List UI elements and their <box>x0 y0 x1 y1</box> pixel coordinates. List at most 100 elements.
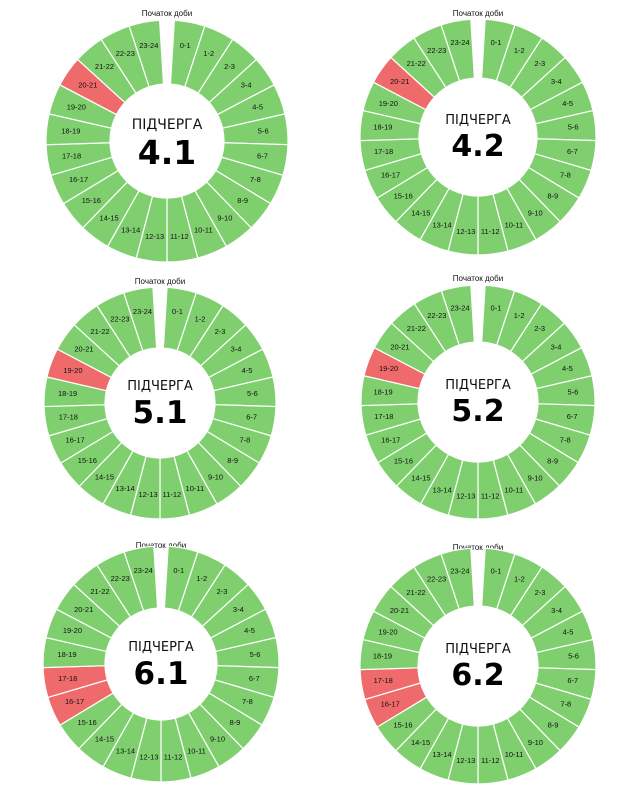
hour-label: 13-14 <box>432 750 451 759</box>
hour-label: 21-22 <box>90 327 109 336</box>
queue-title: ПІДЧЕРГА <box>128 640 194 655</box>
hour-label: 23-24 <box>134 566 153 575</box>
hour-label: 13-14 <box>121 226 140 235</box>
hour-label: 4-5 <box>244 626 255 635</box>
hour-label: 14-15 <box>411 209 430 218</box>
hour-label: 15-16 <box>394 456 413 465</box>
hour-label: 7-8 <box>560 435 571 444</box>
hour-label: 16-17 <box>69 175 88 184</box>
hour-label: 15-16 <box>393 721 412 730</box>
hour-label: 3-4 <box>241 81 252 90</box>
hour-label: 10-11 <box>504 485 523 494</box>
hour-label: 13-14 <box>433 485 452 494</box>
hour-label: 17-18 <box>62 151 81 160</box>
hour-label: 6-7 <box>567 676 578 685</box>
hour-label: 20-21 <box>78 81 97 90</box>
hour-label: 7-8 <box>242 697 253 706</box>
hour-label: 9-10 <box>528 738 543 747</box>
hour-label: 12-13 <box>139 753 158 762</box>
hour-label: 16-17 <box>381 700 400 709</box>
hour-label: 9-10 <box>528 473 543 482</box>
hour-label: 3-4 <box>551 606 562 615</box>
hour-label: 9-10 <box>210 735 225 744</box>
hour-label: 15-16 <box>82 196 101 205</box>
hour-label: 1-2 <box>196 574 207 583</box>
hour-label: 6-7 <box>249 674 260 683</box>
hour-label: 17-18 <box>59 413 78 422</box>
hour-label: 4-5 <box>562 99 573 108</box>
hour-label: 12-13 <box>456 492 475 501</box>
hour-label: 13-14 <box>433 221 452 230</box>
queue-number: 6.2 <box>451 658 505 693</box>
hour-label: 0-1 <box>172 307 183 316</box>
start-of-day-label: Початок доби <box>134 277 186 286</box>
hour-label: 11-12 <box>481 227 500 236</box>
hour-label: 3-4 <box>231 345 242 354</box>
hour-label: 8-9 <box>547 456 558 465</box>
hour-label: 3-4 <box>551 342 562 351</box>
hour-label: 12-13 <box>145 232 164 241</box>
queue-title: ПІДЧЕРГА <box>131 117 203 133</box>
queue-number: 5.2 <box>451 394 505 429</box>
hour-label: 1-2 <box>514 311 525 320</box>
start-of-day-label: Початок доби <box>141 9 193 18</box>
hour-label: 19-20 <box>63 626 82 635</box>
hour-label: 5-6 <box>258 127 269 136</box>
hour-label: 19-20 <box>63 366 82 375</box>
hour-label: 21-22 <box>407 324 426 333</box>
hour-label: 10-11 <box>187 747 206 756</box>
hour-label: 14-15 <box>95 472 114 481</box>
hour-label: 14-15 <box>411 738 430 747</box>
hour-label: 18-19 <box>373 123 392 132</box>
hour-label: 8-9 <box>548 721 559 730</box>
hour-label: 15-16 <box>78 456 97 465</box>
hour-label: 10-11 <box>186 484 205 493</box>
hour-label: 14-15 <box>95 735 114 744</box>
hour-label: 22-23 <box>427 574 446 583</box>
hour-label: 19-20 <box>378 628 397 637</box>
queue-number: 4.2 <box>451 129 505 164</box>
hour-label: 11-12 <box>170 232 189 241</box>
queue-title: ПІДЧЕРГА <box>445 642 511 657</box>
hour-label: 19-20 <box>67 102 86 111</box>
hour-label: 15-16 <box>394 192 413 201</box>
hour-label: 17-18 <box>374 147 393 156</box>
hour-label: 15-16 <box>78 718 97 727</box>
hour-label: 1-2 <box>203 49 214 58</box>
hour-label: 21-22 <box>406 588 425 597</box>
hour-label: 5-6 <box>250 650 261 659</box>
hour-label: 10-11 <box>194 226 213 235</box>
hour-label: 4-5 <box>563 628 574 637</box>
hour-label: 12-13 <box>456 227 475 236</box>
hour-label: 22-23 <box>116 49 135 58</box>
hour-label: 18-19 <box>374 388 393 397</box>
hour-segment-power <box>128 19 165 88</box>
hour-label: 23-24 <box>450 38 469 47</box>
hour-label: 11-12 <box>163 490 182 499</box>
hour-label: 8-9 <box>237 196 248 205</box>
hour-label: 17-18 <box>374 676 393 685</box>
start-of-day-label: Початок доби <box>135 541 187 550</box>
hour-label: 4-5 <box>562 364 573 373</box>
hour-label: 0-1 <box>180 41 191 50</box>
hour-label: 2-3 <box>535 588 546 597</box>
hour-label: 21-22 <box>90 587 109 596</box>
hour-segment-power <box>440 547 475 610</box>
hour-label: 3-4 <box>551 77 562 86</box>
hour-label: 22-23 <box>427 311 446 320</box>
hour-label: 7-8 <box>560 700 571 709</box>
hour-label: 8-9 <box>547 192 558 201</box>
hour-label: 6-7 <box>567 147 578 156</box>
hour-label: 21-22 <box>407 59 426 68</box>
hour-label: 0-1 <box>173 566 184 575</box>
hour-label: 16-17 <box>65 435 84 444</box>
hour-label: 19-20 <box>379 99 398 108</box>
